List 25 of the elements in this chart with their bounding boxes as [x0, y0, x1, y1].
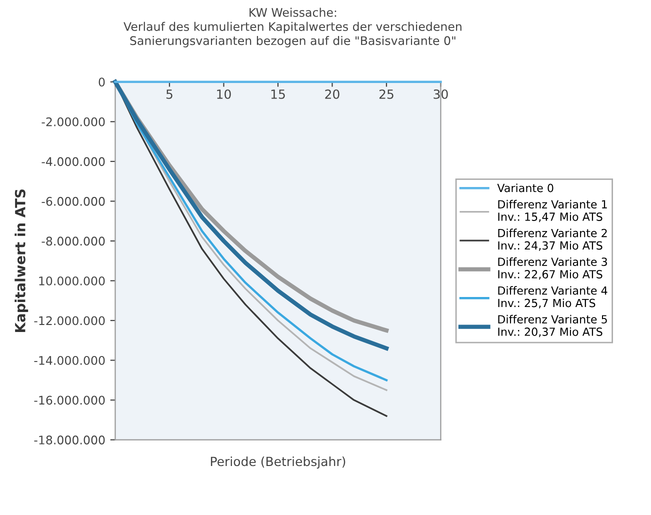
legend-label: Differenz Variante 2 Inv.: 24,37 Mio ATS: [498, 228, 607, 251]
chart-title: KW Weissache: Verlauf des kumulierten Kapitalwertes der verschiedenen Sanierungsvarianten bezogen auf die "Basisvariante 0": [124, 8, 462, 48]
x-tick-label: 30: [434, 89, 448, 99]
y-tick-label: -6.000.000: [42, 196, 105, 206]
y-tick-label: -14.000.000: [34, 356, 105, 365]
y-tick-label: -16.000.000: [34, 396, 105, 405]
y-tick-label: -18.000.000: [34, 436, 105, 444]
y-tick-label: 0: [98, 78, 105, 87]
x-tick-label: 5: [166, 90, 172, 99]
y-tick-label: 10.000.000: [39, 276, 105, 286]
y-tick-label: -2.000.000: [42, 117, 105, 126]
y-tick-label: -4.000.000: [42, 157, 105, 166]
y-axis-title: Kapitalwert in ATS: [14, 189, 28, 332]
y-tick-label: -8.000.000: [42, 236, 105, 246]
x-tick-label: 10: [217, 89, 231, 99]
x-tick-label: 25: [379, 89, 394, 99]
x-axis-title: Periode (Betriebsjahr): [210, 456, 346, 469]
x-tick-label: 20: [325, 89, 340, 99]
legend-label: Variante 0: [497, 184, 554, 192]
y-tick-label: -12.000.000: [34, 316, 105, 326]
legend-label: Differenz Variante 5 Inv.: 20,37 Mio ATS: [498, 314, 607, 338]
legend-label: Differenz Variante 3 Inv.: 22,67 Mio ATS: [498, 257, 607, 280]
x-tick-label: 15: [271, 90, 285, 99]
legend-label: Differenz Variante 4 Inv.: 25,7 Mio ATS: [498, 286, 608, 308]
legend-label: Differenz Variante 1 Inv.: 15,47 Mio ATS: [498, 200, 607, 222]
